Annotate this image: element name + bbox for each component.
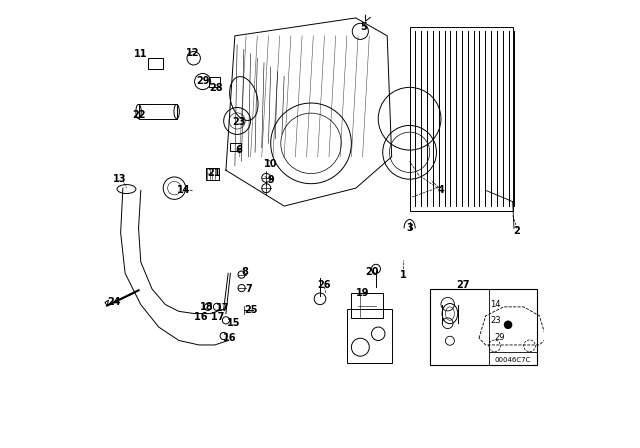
Text: 21: 21 <box>207 168 221 178</box>
Text: 23: 23 <box>490 316 501 325</box>
Text: 1: 1 <box>399 270 406 280</box>
Bar <box>206 168 219 180</box>
Text: 16: 16 <box>223 333 236 343</box>
Text: 11: 11 <box>134 49 148 59</box>
Circle shape <box>504 321 511 328</box>
Text: 9: 9 <box>268 175 274 185</box>
Bar <box>230 143 241 151</box>
Bar <box>351 293 383 318</box>
Text: 10: 10 <box>264 159 278 168</box>
Text: 5: 5 <box>360 22 367 32</box>
Text: 26: 26 <box>317 280 332 290</box>
Text: 00046C7C: 00046C7C <box>494 357 531 363</box>
Text: 6: 6 <box>235 145 242 155</box>
Text: 28: 28 <box>209 83 223 93</box>
Text: 8: 8 <box>241 267 248 277</box>
Bar <box>430 289 538 365</box>
Text: 23: 23 <box>232 117 246 127</box>
Text: 16 17: 16 17 <box>194 312 225 322</box>
Text: 29: 29 <box>495 333 506 342</box>
Text: 27: 27 <box>456 280 470 290</box>
Text: 14: 14 <box>490 300 501 309</box>
Bar <box>347 309 392 363</box>
Text: 19: 19 <box>356 289 369 298</box>
Bar <box>209 77 220 87</box>
Text: 13: 13 <box>113 174 126 184</box>
Text: 17: 17 <box>216 303 229 313</box>
Text: 20: 20 <box>365 267 379 277</box>
Text: 4: 4 <box>438 185 444 194</box>
Text: 12: 12 <box>186 48 199 58</box>
Bar <box>410 27 513 211</box>
Bar <box>148 58 163 69</box>
Text: 18: 18 <box>200 302 214 312</box>
Text: 14: 14 <box>177 185 190 194</box>
Text: 15: 15 <box>227 319 241 328</box>
Text: 7: 7 <box>246 284 253 294</box>
Text: 25: 25 <box>244 305 257 315</box>
Text: 3: 3 <box>406 224 413 233</box>
Text: 24: 24 <box>107 297 121 306</box>
Bar <box>139 104 177 119</box>
Text: 29: 29 <box>196 76 209 86</box>
Text: 22: 22 <box>132 110 145 120</box>
Text: 2: 2 <box>514 226 520 236</box>
